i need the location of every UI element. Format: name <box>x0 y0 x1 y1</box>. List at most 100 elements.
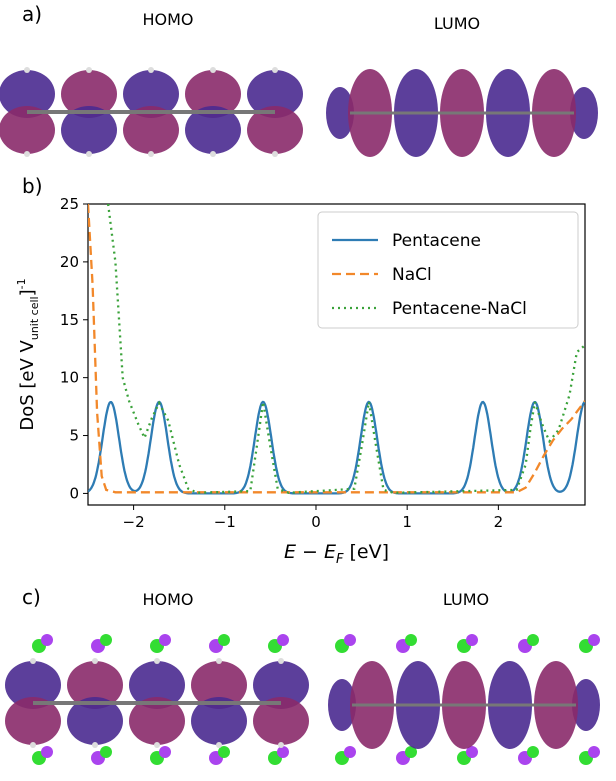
hydrogen-atom <box>86 67 92 73</box>
sodium-ion <box>588 746 600 758</box>
sodium-ion <box>41 746 53 758</box>
legend-box <box>317 211 579 329</box>
series-line-pentacene <box>88 400 585 495</box>
panel-a-homo-label: HOMO <box>142 10 194 29</box>
orbital-lobe <box>0 106 55 154</box>
legend-label: Pentacene-NaCl <box>392 299 527 319</box>
sodium-ion <box>466 634 478 646</box>
orbital-lobe <box>123 106 179 154</box>
x-tick-label: 2 <box>494 513 504 531</box>
orbital-lobe <box>326 87 354 139</box>
sodium-ion <box>159 746 171 758</box>
panel-a-label: a) <box>22 2 43 26</box>
sodium-ion <box>588 634 600 646</box>
sodium-ion <box>344 746 356 758</box>
y-tick-label: 15 <box>60 311 79 329</box>
panel-c-lumo-label: LUMO <box>442 590 490 609</box>
legend-label: Pentacene <box>392 231 481 251</box>
hydrogen-atom <box>92 742 98 748</box>
hydrogen-atom <box>154 742 160 748</box>
chlorine-ion <box>218 634 230 646</box>
x-tick-label: 0 <box>311 513 321 531</box>
hydrogen-atom <box>24 67 30 73</box>
x-tick-label: −2 <box>123 513 145 531</box>
panel-b-label: b) <box>22 174 43 198</box>
nacl-ions-left <box>32 634 289 765</box>
hydrogen-atom <box>148 151 154 157</box>
hydrogen-atom <box>24 151 30 157</box>
orbital-lobe <box>5 661 61 709</box>
lumo-isolated-orbital <box>326 69 598 157</box>
sodium-ion <box>41 634 53 646</box>
sodium-ion <box>277 746 289 758</box>
chlorine-ion <box>527 634 539 646</box>
hydrogen-atom <box>92 658 98 664</box>
orbital-lobe <box>247 70 303 118</box>
hydrogen-atom <box>210 67 216 73</box>
hydrogen-atom <box>148 67 154 73</box>
x-tick-label: 1 <box>402 513 412 531</box>
lumo-on-nacl-orbital <box>328 661 600 749</box>
hydrogen-atom <box>278 742 284 748</box>
sodium-ion <box>344 634 356 646</box>
orbital-lobe <box>247 106 303 154</box>
orbital-lobe <box>61 106 117 154</box>
chlorine-ion <box>527 746 539 758</box>
orbital-lobe <box>61 70 117 118</box>
orbital-lobe <box>185 70 241 118</box>
hydrogen-atom <box>30 742 36 748</box>
hydrogen-atom <box>210 151 216 157</box>
orbital-lobe <box>191 697 247 745</box>
orbital-lobe <box>5 697 61 745</box>
orbital-lobe <box>185 106 241 154</box>
orbital-lobe <box>67 697 123 745</box>
orbital-lobe <box>570 87 598 139</box>
sodium-ion <box>466 746 478 758</box>
hydrogen-atom <box>30 658 36 664</box>
y-tick-label: 5 <box>69 427 79 445</box>
orbital-lobe <box>191 661 247 709</box>
chlorine-ion <box>405 746 417 758</box>
x-tick-label: −1 <box>214 513 236 531</box>
homo-isolated-orbital <box>0 67 303 157</box>
orbital-lobe <box>253 661 309 709</box>
nacl-ions-right <box>335 634 600 765</box>
hydrogen-atom <box>216 658 222 664</box>
hydrogen-atom <box>278 658 284 664</box>
panel-a-lumo-label: LUMO <box>433 14 481 33</box>
chlorine-ion <box>100 746 112 758</box>
y-tick-label: 10 <box>60 369 79 387</box>
hydrogen-atom <box>272 151 278 157</box>
x-axis-label: E − EF [eV] <box>284 541 389 567</box>
orbital-lobe <box>328 679 356 731</box>
panel-c-label: c) <box>22 585 41 609</box>
sodium-ion <box>159 634 171 646</box>
chlorine-ion <box>218 746 230 758</box>
orbital-lobe <box>123 70 179 118</box>
series-line-nacl <box>88 204 585 494</box>
orbital-lobe <box>572 679 600 731</box>
panel-c-homo-label: HOMO <box>142 590 194 609</box>
legend: Pentacene NaCl Pentacene-NaCl <box>317 211 579 329</box>
hydrogen-atom <box>154 658 160 664</box>
hydrogen-atom <box>216 742 222 748</box>
sodium-ion <box>277 634 289 646</box>
y-tick-label: 0 <box>69 484 79 502</box>
orbital-lobe <box>253 697 309 745</box>
orbital-lobe <box>67 661 123 709</box>
orbital-lobe <box>129 661 185 709</box>
y-tick-label: 25 <box>60 195 79 213</box>
orbital-lobe <box>0 70 55 118</box>
y-axis-label: DoS [eV Vunit cell]-1 <box>15 278 41 430</box>
chlorine-ion <box>405 634 417 646</box>
chlorine-ion <box>100 634 112 646</box>
hydrogen-atom <box>86 151 92 157</box>
series-line-pentacene-nacl <box>106 204 585 494</box>
orbital-lobe <box>129 697 185 745</box>
plot-frame <box>87 203 586 506</box>
hydrogen-atom <box>272 67 278 73</box>
y-tick-label: 20 <box>60 253 79 271</box>
homo-on-nacl-orbital <box>5 658 309 748</box>
